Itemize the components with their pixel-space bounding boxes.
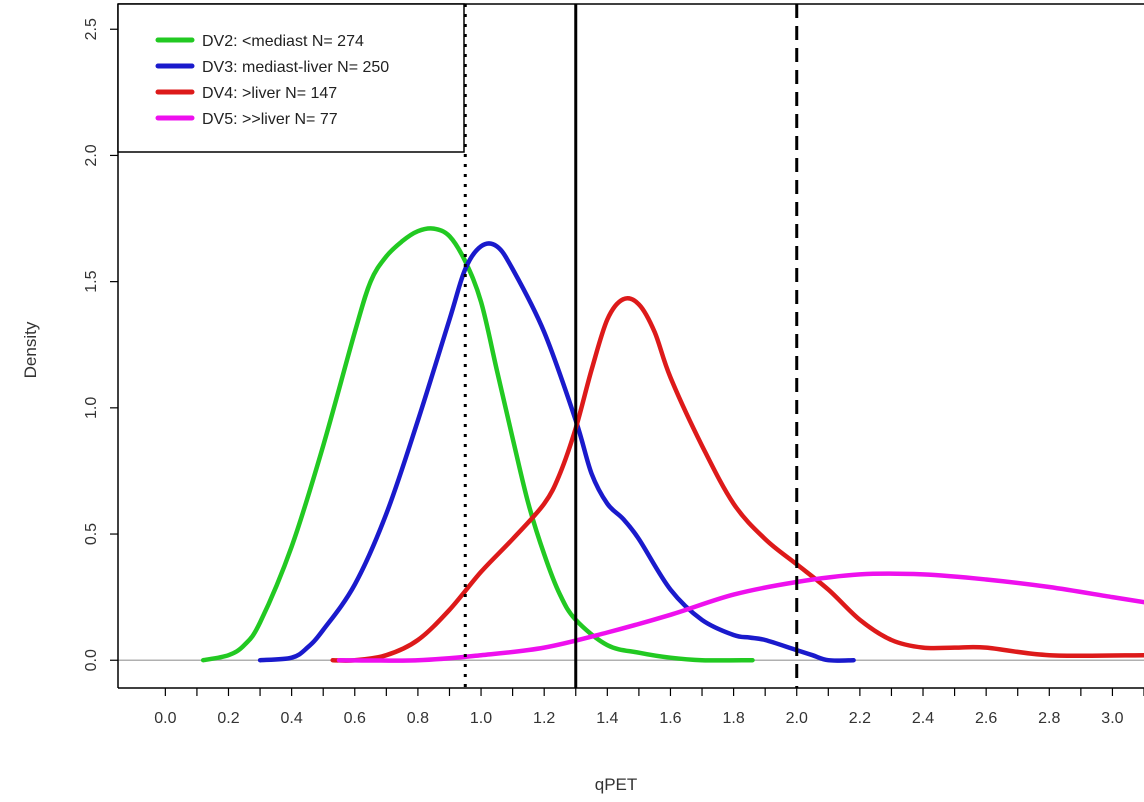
x-tick-label: 2.6	[975, 710, 997, 727]
series-line-2	[200, 226, 755, 663]
x-tick-label: 2.2	[849, 710, 871, 727]
legend-entry-label: DV2: <mediast N= 274	[202, 33, 364, 50]
x-tick-label: 1.2	[533, 710, 555, 727]
x-tick-label: 2.8	[1038, 710, 1060, 727]
y-tick-label: 0.0	[83, 649, 100, 671]
x-tick-label: 0.8	[407, 710, 429, 727]
axes-layer: 0.0 0.2 0.4 0.6 0.8 1.0 1.2 1.4 1.6 1.8 2.0 2.2 2.4 2…	[83, 3, 1144, 727]
y-tick-label: 1.0	[83, 397, 100, 419]
x-tick-label: 1.0	[470, 710, 492, 727]
x-tick-label: 3.0	[1101, 710, 1123, 727]
legend: DV2: <mediast N= 274 DV3: mediast-liver N…	[117, 3, 465, 153]
x-tick-label: 0.0	[154, 710, 176, 727]
x-tick-label: 0.2	[217, 710, 239, 727]
x-tick-label: 1.6	[659, 710, 681, 727]
series-line-5	[336, 571, 1144, 663]
legend-entry-label: DV4: >liver N= 147	[202, 85, 337, 102]
x-tick-label: 1.4	[596, 710, 618, 727]
x-tick-label: 1.8	[722, 710, 744, 727]
y-tick-label: 2.5	[83, 18, 100, 40]
plot-lines-layer	[118, 4, 1144, 688]
legend-box	[117, 3, 465, 153]
y-axis-title: Density	[21, 321, 40, 378]
x-tick-label: 2.0	[786, 710, 808, 727]
series-line-4	[330, 296, 1144, 663]
x-tick-label: 0.4	[281, 710, 303, 727]
y-tick-label: 1.5	[83, 270, 100, 292]
x-tick-label: 2.4	[912, 710, 934, 727]
x-tick-label: 0.6	[344, 710, 366, 727]
y-tick-label: 0.5	[83, 523, 100, 545]
legend-entry-label: DV3: mediast-liver N= 250	[202, 59, 389, 76]
x-axis-title: qPET	[595, 775, 638, 794]
legend-entry-label: DV5: >>liver N= 77	[202, 111, 338, 128]
series-line-3	[257, 241, 856, 663]
y-tick-label: 2.0	[83, 144, 100, 166]
